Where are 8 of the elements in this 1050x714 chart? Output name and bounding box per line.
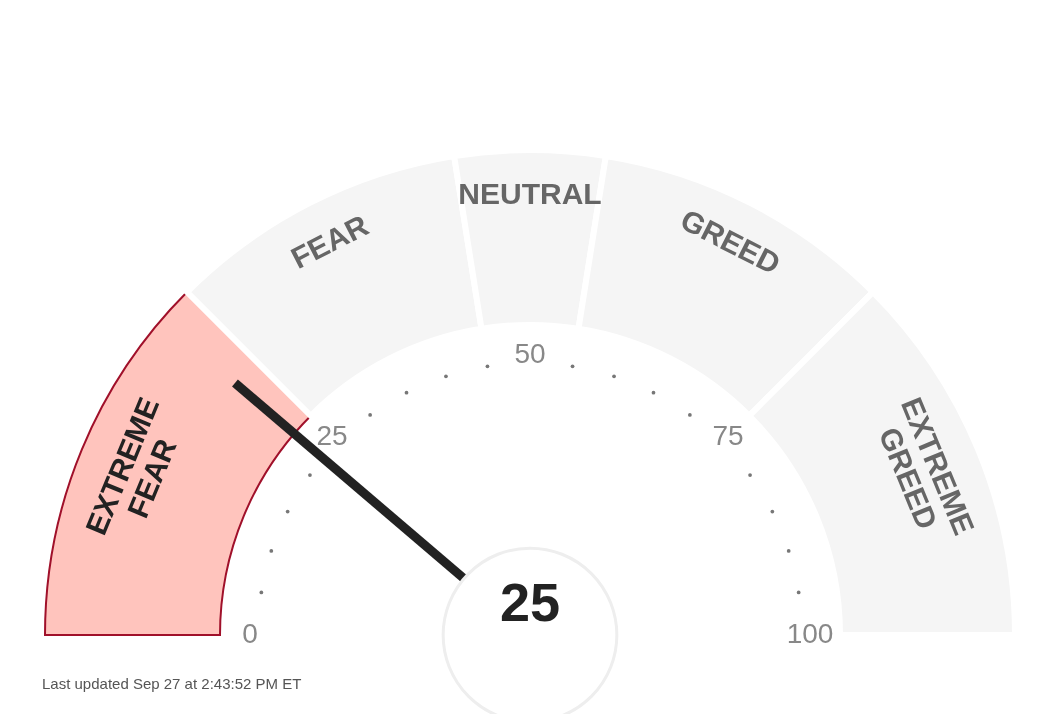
text: 0 (242, 618, 258, 649)
text: 25 (499, 572, 561, 632)
text: 25 (316, 420, 348, 452)
text: Last updated Sep 27 at 2:43:52 PM ET (42, 675, 302, 692)
slice-label: NEUTRAL (458, 177, 602, 210)
text: 100 (786, 618, 834, 649)
text: 50 (514, 338, 546, 369)
text: 75 (712, 420, 744, 452)
